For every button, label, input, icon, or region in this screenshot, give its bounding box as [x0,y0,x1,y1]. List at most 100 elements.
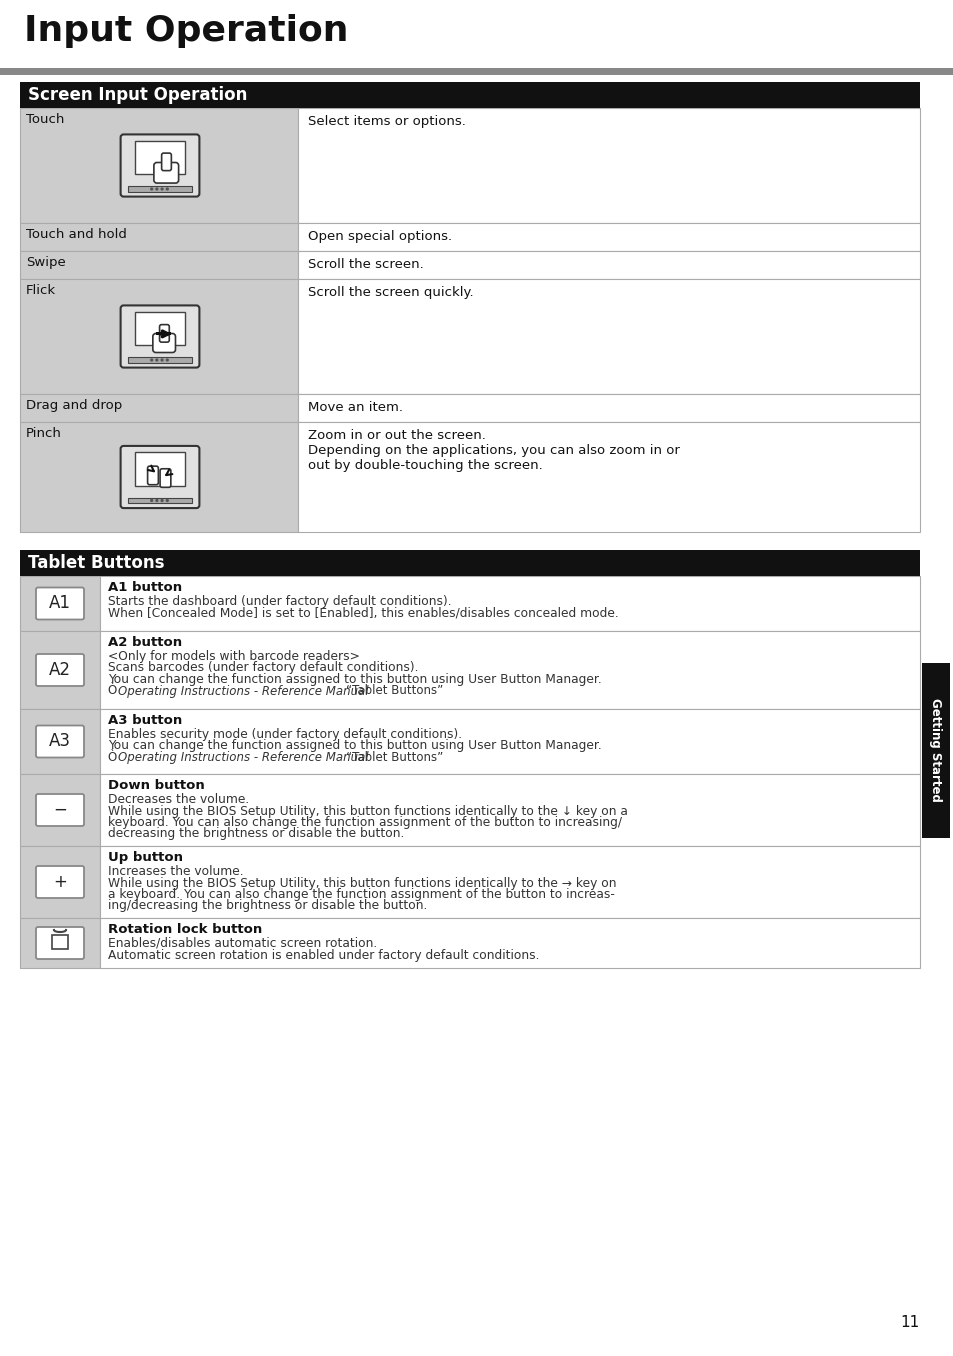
Text: Pinch: Pinch [26,427,62,439]
Text: Drag and drop: Drag and drop [26,399,122,412]
FancyBboxPatch shape [120,134,199,197]
FancyBboxPatch shape [36,795,84,826]
FancyBboxPatch shape [152,334,175,353]
Bar [20,774,100,846]
Text: Operating Instructions - Reference Manual: Operating Instructions - Reference Manua… [118,751,372,763]
FancyBboxPatch shape [120,446,199,508]
Text: Getting Started: Getting Started [928,698,942,801]
Text: Swipe: Swipe [26,256,66,268]
Text: Rotation lock button: Rotation lock button [108,923,262,936]
Bar [134,312,185,346]
Bar [134,452,185,485]
Circle shape [161,499,163,502]
Bar [100,631,919,709]
Text: Operating Instructions - Reference Manual: Operating Instructions - Reference Manua… [118,685,372,697]
Bar [20,422,297,532]
FancyBboxPatch shape [36,725,84,758]
Bar [20,631,100,709]
Circle shape [155,499,157,502]
Text: Enables/disables automatic screen rotation.: Enables/disables automatic screen rotati… [108,937,376,951]
Bar [20,81,919,108]
FancyBboxPatch shape [36,928,84,959]
Bar [100,709,919,774]
Text: Scans barcodes (under factory default conditions).: Scans barcodes (under factory default co… [108,662,418,674]
Text: Starts the dashboard (under factory default conditions).: Starts the dashboard (under factory defa… [108,595,451,607]
Text: Increases the volume.: Increases the volume. [108,865,243,877]
Bar [297,395,919,422]
Text: Flick: Flick [26,283,56,297]
FancyBboxPatch shape [159,324,169,342]
Text: While using the BIOS Setup Utility, this button functions identically to the ↓ k: While using the BIOS Setup Utility, this… [108,804,627,818]
Text: ↻: ↻ [52,934,68,952]
Bar [297,422,919,532]
Bar [128,186,193,191]
Text: Screen Input Operation: Screen Input Operation [28,85,247,104]
Text: decreasing the brightness or disable the button.: decreasing the brightness or disable the… [108,827,404,841]
Bar [100,918,919,968]
Text: Touch: Touch [26,113,64,126]
Text: Open special options.: Open special options. [308,231,452,243]
Circle shape [166,499,168,502]
Bar [20,709,100,774]
Bar [155,332,172,335]
FancyBboxPatch shape [161,153,172,171]
Text: Tablet Buttons: Tablet Buttons [28,555,164,572]
FancyBboxPatch shape [36,587,84,620]
Text: You can change the function assigned to this button using User Button Manager.: You can change the function assigned to … [108,673,601,686]
FancyBboxPatch shape [160,469,171,487]
Text: Decreases the volume.: Decreases the volume. [108,793,249,805]
FancyBboxPatch shape [148,466,158,484]
Text: You can change the function assigned to this button using User Button Manager.: You can change the function assigned to … [108,739,601,753]
Circle shape [151,188,152,190]
Circle shape [166,188,168,190]
Text: Down button: Down button [108,778,205,792]
Circle shape [161,359,163,361]
Text: When [Concealed Mode] is set to [Enabled], this enables/disables concealed mode.: When [Concealed Mode] is set to [Enabled… [108,606,618,620]
Bar [52,936,68,949]
Text: Move an item.: Move an item. [308,401,402,414]
Bar [20,846,100,918]
Text: Touch and hold: Touch and hold [26,228,127,241]
Bar [100,576,919,631]
Text: A1: A1 [49,594,71,613]
Circle shape [161,188,163,190]
Bar [128,358,193,362]
Bar [20,279,297,395]
Bar [100,774,919,846]
Text: Zoom in or out the screen.
Depending on the applications, you can also zoom in o: Zoom in or out the screen. Depending on … [308,428,679,472]
Text: A3: A3 [49,732,71,750]
Text: While using the BIOS Setup Utility, this button functions identically to the → k: While using the BIOS Setup Utility, this… [108,876,616,890]
FancyBboxPatch shape [36,866,84,898]
Text: keyboard. You can also change the function assignment of the button to increasin: keyboard. You can also change the functi… [108,816,621,829]
Text: +: + [53,873,67,891]
Circle shape [155,188,157,190]
Text: Enables security mode (under factory default conditions).: Enables security mode (under factory def… [108,728,461,740]
FancyBboxPatch shape [153,163,178,183]
Bar [20,576,100,631]
Bar [20,551,919,576]
Text: A1 button: A1 button [108,580,182,594]
Circle shape [166,359,168,361]
Bar [20,108,297,222]
Text: 11: 11 [900,1315,919,1330]
Text: Select items or options.: Select items or options. [308,115,465,127]
Text: “Tablet Buttons”: “Tablet Buttons” [346,751,443,763]
Text: Up button: Up button [108,852,183,864]
Bar [134,141,185,174]
Bar [921,663,949,838]
Text: <Only for models with barcode readers>: <Only for models with barcode readers> [108,650,359,663]
Bar [297,279,919,395]
Circle shape [155,359,157,361]
Text: Input Operation: Input Operation [24,14,348,47]
Bar [20,222,297,251]
Bar [297,108,919,222]
Text: a keyboard. You can also change the function assignment of the button to increas: a keyboard. You can also change the func… [108,888,615,900]
Bar [0,68,953,75]
Text: Scroll the screen.: Scroll the screen. [308,258,423,271]
Text: Ò: Ò [108,751,121,763]
Text: −: − [53,801,67,819]
Bar [20,918,100,968]
Bar [100,846,919,918]
Bar [128,498,193,503]
FancyBboxPatch shape [36,654,84,686]
